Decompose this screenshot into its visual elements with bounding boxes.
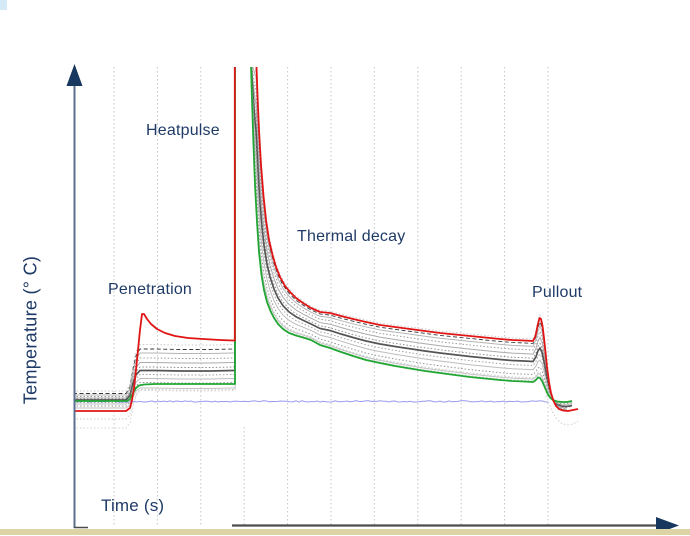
post-pullout-undershoot-trace bbox=[543, 384, 579, 426]
thermal-decay-annotation: Thermal decay bbox=[297, 228, 406, 245]
intermediate-trace bbox=[74, 67, 573, 408]
curve-traces bbox=[74, 67, 579, 429]
pullout-annotation: Pullout bbox=[532, 284, 583, 301]
minimum-temperature-trace bbox=[74, 67, 573, 403]
corner-artifact bbox=[0, 0, 7, 10]
intermediate-trace bbox=[74, 67, 573, 407]
reference-baseline-trace bbox=[74, 400, 549, 403]
intermediate-trace bbox=[74, 67, 573, 420]
y-axis-label: Temperature (° C) bbox=[20, 255, 41, 405]
penetration-annotation: Penetration bbox=[108, 281, 193, 298]
bottom-accent-bar bbox=[0, 529, 690, 535]
intermediate-trace bbox=[74, 67, 573, 406]
intermediate-trace bbox=[74, 67, 568, 412]
heatpulse-mask bbox=[236, 67, 250, 425]
maximum-temperature-trace bbox=[74, 67, 579, 412]
y-axis-arrowhead-icon bbox=[66, 64, 83, 86]
intermediate-trace bbox=[74, 67, 573, 409]
heatpulse-annotation: Heatpulse bbox=[146, 122, 220, 139]
intermediate-trace bbox=[74, 67, 573, 408]
x-axis-label: Time (s) bbox=[101, 496, 165, 515]
axes bbox=[66, 64, 679, 534]
heatpulse-interior bbox=[236, 67, 250, 425]
